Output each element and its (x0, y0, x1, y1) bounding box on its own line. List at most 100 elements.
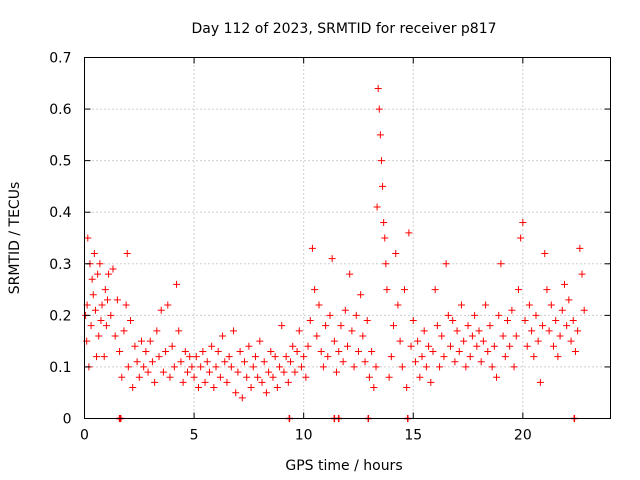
data-point (146, 337, 154, 345)
data-point (403, 384, 411, 392)
data-point (405, 229, 413, 237)
data-point (243, 373, 251, 381)
data-point (574, 327, 582, 335)
data-point (383, 286, 391, 294)
data-point (109, 265, 117, 273)
data-point (382, 260, 390, 268)
data-point (339, 358, 347, 366)
data-point (460, 337, 468, 345)
data-point (251, 353, 259, 361)
data-point (488, 363, 496, 371)
data-point (341, 306, 349, 314)
data-point (558, 306, 566, 314)
data-point (495, 311, 503, 319)
data-point (227, 363, 235, 371)
data-point (354, 347, 362, 355)
data-point (260, 358, 268, 366)
data-point (100, 353, 108, 361)
data-point (186, 353, 194, 361)
data-point (503, 317, 511, 325)
data-point (293, 347, 301, 355)
data-point (111, 332, 119, 340)
data-point (104, 296, 112, 304)
data-point (93, 353, 101, 361)
data-point (578, 270, 586, 278)
y-tick-label: 0.1 (49, 360, 71, 376)
data-point (89, 291, 97, 299)
data-point (96, 260, 104, 268)
data-point (127, 317, 135, 325)
data-point (576, 244, 584, 252)
data-point (381, 234, 389, 242)
data-point (184, 368, 192, 376)
data-point (120, 327, 128, 335)
data-points (82, 84, 588, 402)
data-point (113, 296, 121, 304)
data-point (571, 347, 579, 355)
data-point (267, 347, 275, 355)
data-point (291, 368, 299, 376)
data-point (370, 384, 378, 392)
data-point (449, 317, 457, 325)
x-tick-label: 20 (514, 428, 532, 444)
data-point (238, 394, 246, 402)
data-point (122, 301, 130, 309)
data-point (179, 378, 187, 386)
data-point (256, 337, 264, 345)
data-point (451, 358, 459, 366)
data-point (457, 301, 465, 309)
data-point (181, 347, 189, 355)
data-point (528, 327, 536, 335)
data-point (486, 322, 494, 330)
data-point (567, 337, 575, 345)
data-point (479, 337, 487, 345)
data-point (361, 358, 369, 366)
data-point (315, 301, 323, 309)
data-point (317, 347, 325, 355)
data-point (447, 342, 455, 350)
data-point (221, 358, 229, 366)
data-point (295, 327, 303, 335)
data-point (245, 342, 253, 350)
data-point (157, 306, 165, 314)
data-point (375, 105, 383, 113)
data-point (269, 373, 277, 381)
x-tick-label: 5 (190, 428, 199, 444)
data-point (420, 327, 428, 335)
data-point (219, 332, 227, 340)
y-tick-label: 0.4 (49, 205, 71, 221)
x-tick-label: 0 (80, 428, 89, 444)
x-axis-label: GPS time / hours (285, 458, 402, 474)
data-point (234, 368, 242, 376)
data-point (550, 342, 558, 350)
data-point (254, 373, 262, 381)
data-point (396, 337, 404, 345)
data-point (510, 363, 518, 371)
data-point (409, 317, 417, 325)
data-point (523, 342, 531, 350)
data-point (380, 219, 388, 227)
data-point (197, 363, 205, 371)
data-point (482, 301, 490, 309)
data-point (563, 322, 571, 330)
data-point (376, 131, 384, 139)
plot-frame (84, 57, 611, 419)
data-point (144, 368, 152, 376)
data-point (199, 347, 207, 355)
data-point (545, 327, 553, 335)
data-point (284, 378, 292, 386)
data-point (422, 363, 430, 371)
y-tick-label: 0.5 (49, 154, 71, 170)
data-point (333, 368, 341, 376)
data-point (140, 363, 148, 371)
data-point (368, 347, 376, 355)
data-point (123, 249, 131, 257)
data-point (468, 332, 476, 340)
data-point (302, 373, 310, 381)
data-point (273, 384, 281, 392)
data-point (322, 322, 330, 330)
data-point (300, 353, 308, 361)
data-point (90, 249, 98, 257)
